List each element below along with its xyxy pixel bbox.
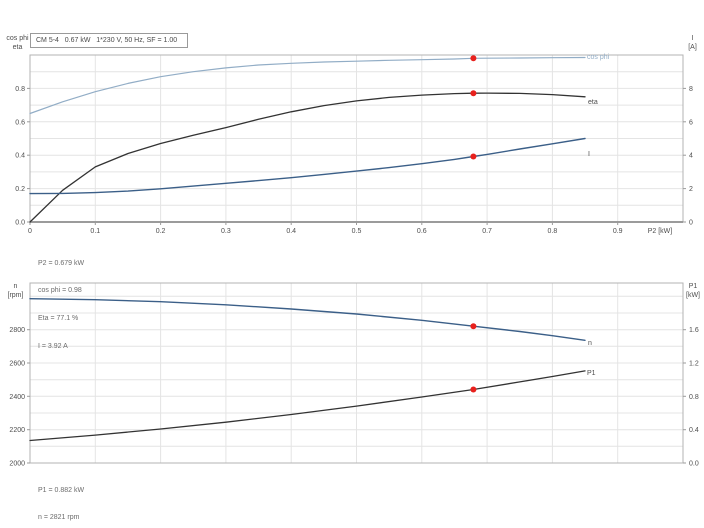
- tick-label-right: 4: [689, 153, 693, 160]
- operating-point-marker-cos-phi: [470, 55, 477, 62]
- axis-title-line: [kW]: [686, 292, 700, 299]
- tick-label-left: 2000: [9, 461, 25, 468]
- x-axis-label: P2 [kW]: [648, 228, 673, 235]
- operating-point-marker-p1: [470, 386, 477, 393]
- curve-p1: [29, 370, 586, 442]
- axis-title-line: P1: [688, 283, 698, 290]
- tick-label-left: 2800: [9, 327, 25, 334]
- axis-title-line: [A]: [688, 44, 697, 51]
- readout-line: P1 = 0.882 kW: [38, 486, 85, 494]
- tick-label-x: 0.7: [482, 228, 492, 235]
- axis-title-line: [rpm]: [7, 292, 24, 299]
- tick-label-x: 0.3: [221, 228, 231, 235]
- tick-label-left: 0.0: [15, 220, 25, 227]
- axis-title-line: eta: [12, 44, 23, 51]
- readout-line: cos phi = 0.98: [38, 287, 82, 295]
- curve-cos-phi: [29, 56, 586, 115]
- tick-label-x: 0: [28, 228, 32, 235]
- curve-eta: [29, 92, 586, 223]
- curve-label-cos-phi: cos phi: [587, 54, 610, 61]
- curve-label-current: I: [588, 151, 590, 158]
- tick-label-x: 0.5: [352, 228, 362, 235]
- bottom-chart-right-axis-title: P1 [kW]: [681, 282, 704, 300]
- axis-title-line: cos phi: [6, 35, 29, 42]
- tick-label-x: 0.6: [417, 228, 427, 235]
- tick-label-left: 0.8: [15, 86, 25, 93]
- axis-title-line: n: [13, 283, 18, 290]
- tick-label-left: 2600: [9, 361, 25, 368]
- tick-label-right: 2: [689, 186, 693, 193]
- tick-label-x: 0.4: [286, 228, 296, 235]
- tick-label-x: 0.8: [548, 228, 558, 235]
- operating-point-marker-current: [470, 153, 477, 160]
- curve-current: [29, 137, 586, 195]
- pump-model-header: CM 5-4 0.67 kW 1*230 V, 50 Hz, SF = 1.00: [30, 33, 188, 48]
- operating-point-readout-bottom: P1 = 0.882 kW n = 2821 rpm: [38, 467, 84, 528]
- curve-label-eta: eta: [588, 99, 598, 106]
- tick-label-right: 0.0: [689, 461, 699, 468]
- readout-line: I = 3.92 A: [38, 343, 68, 351]
- operating-point-marker-speed: [470, 323, 477, 330]
- top-chart-left-axis-title: cos phi eta: [4, 34, 31, 52]
- tick-label-x: 0.1: [90, 228, 100, 235]
- tick-label-right: 1.6: [689, 327, 699, 334]
- operating-point-marker-eta: [470, 90, 477, 97]
- readout-line: n = 2821 rpm: [38, 514, 80, 522]
- top-chart-right-axis-title: I [A]: [681, 34, 704, 52]
- tick-label-right: 1.2: [689, 361, 699, 368]
- curve-speed: [29, 298, 586, 341]
- tick-label-right: 0: [689, 220, 693, 227]
- tick-label-right: 0.8: [689, 394, 699, 401]
- axis-title-line: I: [691, 35, 694, 42]
- curve-label-speed: n: [588, 340, 592, 347]
- tick-label-left: 0.4: [15, 153, 25, 160]
- tick-label-x: 0.2: [156, 228, 166, 235]
- readout-line: Eta = 77.1 %: [38, 315, 79, 323]
- tick-label-x: 0.9: [613, 228, 623, 235]
- tick-label-left: 2400: [9, 394, 25, 401]
- operating-point-readout-top: P2 = 0.679 kW cos phi = 0.98 Eta = 77.1 …: [38, 240, 84, 370]
- tick-label-left: 2200: [9, 427, 25, 434]
- curve-label-p1: P1: [587, 370, 596, 377]
- tick-label-right: 6: [689, 119, 693, 126]
- tick-label-right: 0.4: [689, 427, 699, 434]
- readout-line: P2 = 0.679 kW: [38, 259, 85, 267]
- tick-label-right: 8: [689, 86, 693, 93]
- tick-label-left: 0.2: [15, 186, 25, 193]
- tick-label-left: 0.6: [15, 119, 25, 126]
- bottom-chart-left-axis-title: n [rpm]: [2, 282, 29, 300]
- plot-frame: [29, 282, 684, 464]
